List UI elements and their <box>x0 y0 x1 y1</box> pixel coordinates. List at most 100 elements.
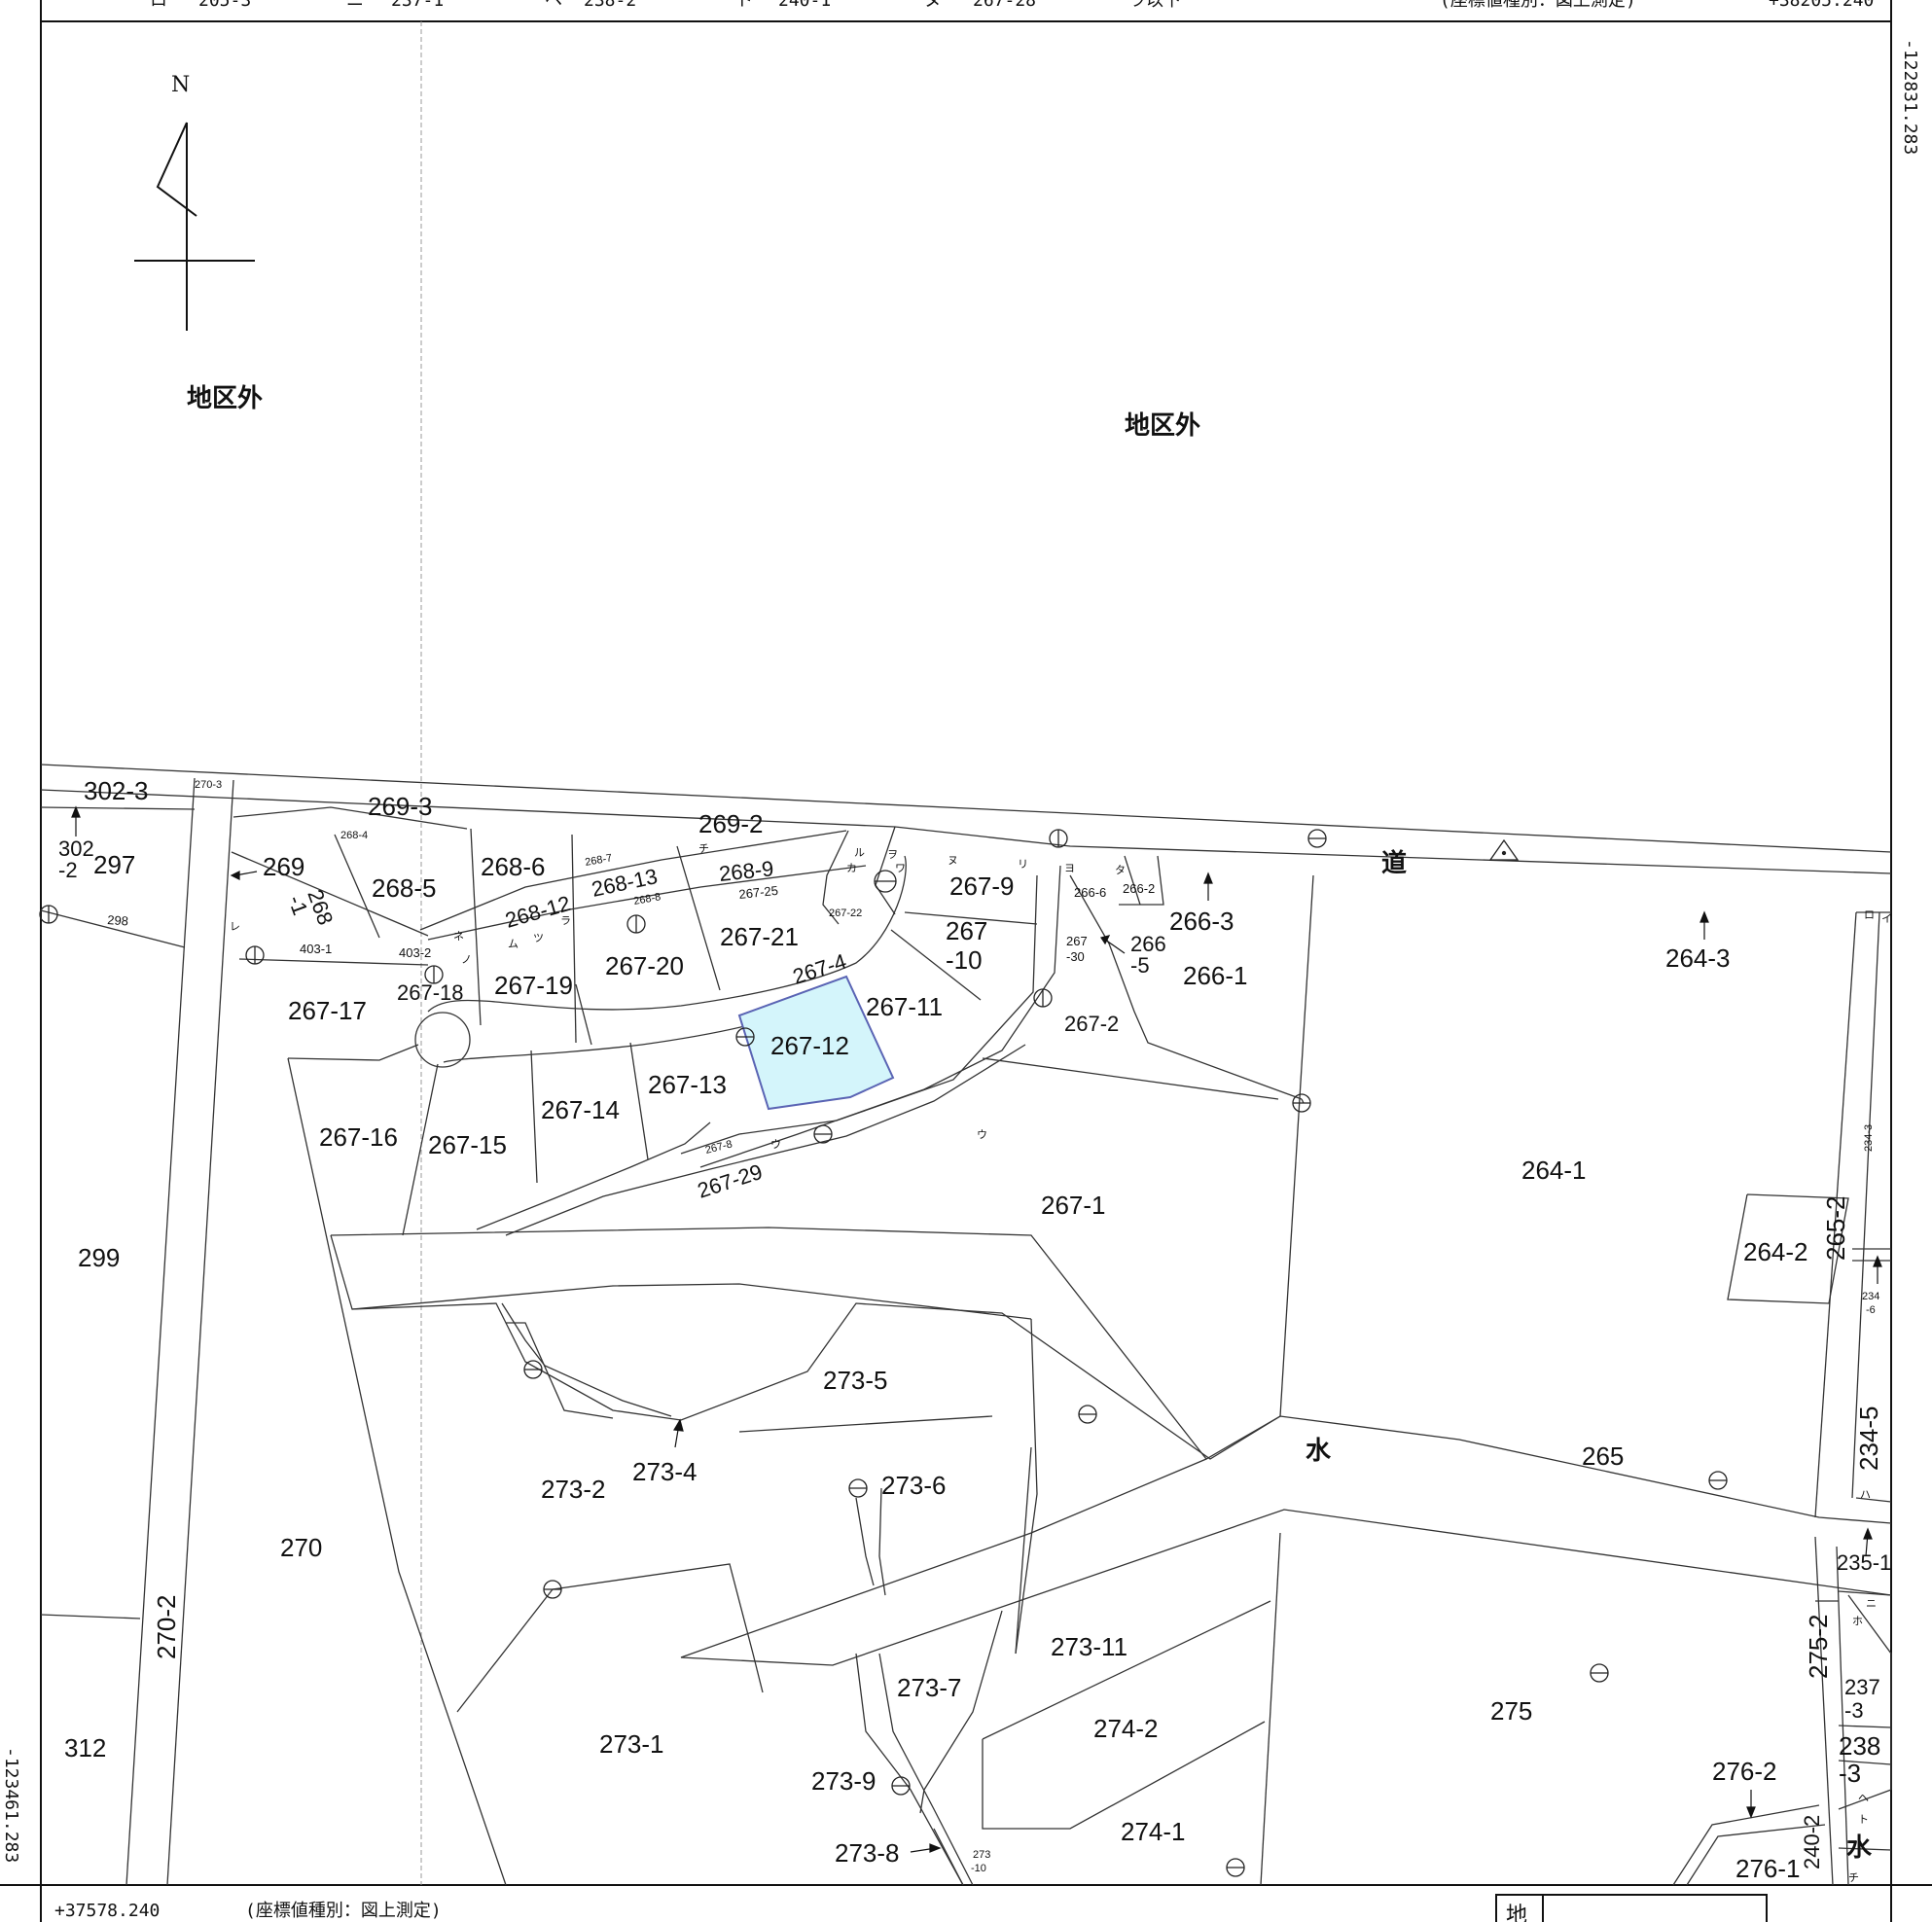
parcel-label[interactable]: 264-3 <box>1665 943 1731 973</box>
parcel-label[interactable]: 273-8 <box>835 1838 900 1868</box>
parcel-label[interactable]: -10 <box>946 945 983 975</box>
parcel-label[interactable]: 237 <box>1844 1675 1880 1699</box>
parcel-label[interactable]: 268-7 <box>584 852 613 869</box>
parcel-label[interactable]: 270-2 <box>152 1595 181 1660</box>
parcel-label[interactable]: -2 <box>58 858 78 882</box>
parcel-label[interactable]: 265 <box>1582 1442 1624 1471</box>
svg-text:240-1: 240-1 <box>778 0 831 11</box>
svg-text:ワ: ワ <box>895 863 906 874</box>
parcel-label[interactable]: 267-16 <box>319 1122 398 1152</box>
parcel-label[interactable]: 266-1 <box>1183 961 1248 990</box>
left-bottom-coordinate: -123461.283 <box>1 1747 21 1863</box>
parcel-label[interactable]: 268-8 <box>632 891 662 908</box>
parcel-label[interactable]: 275 <box>1490 1696 1532 1726</box>
svg-text:ヲ: ヲ <box>887 849 898 861</box>
parcel-label[interactable]: 274-2 <box>1093 1714 1159 1743</box>
parcel-label[interactable]: 297 <box>93 850 135 879</box>
parcel-label[interactable]: 267-22 <box>829 908 862 919</box>
parcel-label[interactable]: 235-1 <box>1837 1550 1891 1575</box>
boundary-point-marks: チ ル カ ヲ ワ ヌ リ ヨ タ レ ネ ノ ム ツ ラ ウ ロ イ ハ ニ … <box>230 842 1892 1884</box>
parcel-label[interactable]: 273-2 <box>541 1475 606 1504</box>
parcel-label[interactable]: 264-1 <box>1521 1156 1587 1185</box>
svg-text:地: 地 <box>1506 1903 1527 1922</box>
svg-text:ウ: ウ <box>977 1128 987 1141</box>
parcel-label[interactable]: 266-3 <box>1169 907 1234 936</box>
parcel-label[interactable]: 267-1 <box>1041 1191 1106 1220</box>
svg-text:ノ: ノ <box>461 954 472 966</box>
parcel-label[interactable]: 302-3 <box>84 776 149 805</box>
parcel-label[interactable]: 270-3 <box>195 779 222 791</box>
parcel-label[interactable]: 403-1 <box>300 942 332 956</box>
parcel-label[interactable]: 267-17 <box>288 996 367 1025</box>
parcel-label[interactable]: 273-9 <box>811 1766 877 1796</box>
parcel-label[interactable]: 403-2 <box>399 945 431 960</box>
parcel-label[interactable]: -5 <box>1130 953 1150 978</box>
parcel-label[interactable]: 276-1 <box>1735 1854 1801 1883</box>
parcel-label[interactable]: 273-7 <box>897 1673 962 1702</box>
parcel-label[interactable]: 240-2 <box>1800 1815 1824 1869</box>
parcel-label[interactable]: 234 <box>1862 1291 1879 1302</box>
parcel-label[interactable]: -1 <box>283 892 312 918</box>
parcel-label[interactable]: 268-4 <box>340 830 368 841</box>
parcel-label[interactable]: 273-5 <box>823 1366 888 1395</box>
parcel-label[interactable]: 302 <box>58 836 94 861</box>
parcel-label[interactable]: 312 <box>64 1733 106 1762</box>
parcel-label[interactable]: 267 <box>946 916 987 945</box>
parcel-label[interactable]: 276-2 <box>1712 1757 1777 1786</box>
svg-text:チ: チ <box>1848 1871 1859 1884</box>
parcel-label[interactable]: 273-4 <box>632 1457 698 1486</box>
parcel-label[interactable]: 267-8 <box>704 1138 733 1156</box>
parcel-label[interactable]: 234-3 <box>1863 1124 1875 1152</box>
parcel-label[interactable]: 275-2 <box>1804 1615 1833 1680</box>
parcel-label[interactable]: 267-18 <box>397 980 464 1005</box>
parcel-label[interactable]: 267-2 <box>1064 1012 1119 1036</box>
parcel-label[interactable]: 273-11 <box>1051 1632 1127 1661</box>
parcel-label[interactable]: 267-19 <box>494 971 573 1000</box>
parcel-label[interactable]: 274-1 <box>1121 1817 1186 1846</box>
parcel-label[interactable]: 265-2 <box>1821 1196 1850 1262</box>
parcel-label[interactable]: 267-14 <box>541 1095 620 1124</box>
parcel-label[interactable]: -30 <box>1066 949 1085 964</box>
parcel-label[interactable]: 267-25 <box>738 883 779 902</box>
parcel-label[interactable]: 267-9 <box>949 872 1015 901</box>
parcel-label[interactable]: 273 <box>973 1849 990 1861</box>
parcel-label[interactable]: -6 <box>1866 1304 1876 1316</box>
parcel-label[interactable]: 267 <box>1066 934 1088 948</box>
parcel-label[interactable]: 234-5 <box>1854 1406 1883 1472</box>
bottom-left-coordinate: +37578.240 <box>54 1901 160 1921</box>
parcel-label[interactable]: 270 <box>280 1533 322 1562</box>
svg-text:ネ: ネ <box>453 930 464 943</box>
highlighted-parcel-267-12[interactable] <box>737 975 895 1111</box>
svg-text:ロ: ロ <box>150 0 167 11</box>
svg-text:ニ: ニ <box>1866 1598 1877 1610</box>
parcel-label[interactable]: 238 <box>1839 1731 1880 1761</box>
parcel-label[interactable]: 268-6 <box>481 852 546 881</box>
parcel-label[interactable]: 264-2 <box>1743 1237 1808 1266</box>
parcel-label[interactable]: 266 <box>1130 932 1166 956</box>
parcel-label[interactable]: -10 <box>971 1863 986 1874</box>
svg-text:ヌ: ヌ <box>948 855 958 867</box>
parcel-label[interactable]: -3 <box>1844 1698 1864 1723</box>
parcel-label[interactable]: 269 <box>263 852 304 881</box>
parcel-label[interactable]: 298 <box>107 912 129 928</box>
parcel-label[interactable]: 299 <box>78 1243 120 1272</box>
parcel-label[interactable]: 273-6 <box>881 1471 947 1500</box>
svg-text:ヌ: ヌ <box>924 0 942 11</box>
parcel-label[interactable]: 269-3 <box>368 792 433 821</box>
parcel-labels: 302-3 270-3 269-3 269-2 302 -2 297 269 2… <box>58 776 1891 1883</box>
parcel-label[interactable]: -3 <box>1839 1759 1861 1788</box>
parcel-label[interactable]: 273-1 <box>599 1729 664 1759</box>
parcel-label[interactable]: 268-5 <box>372 873 437 903</box>
parcel-label[interactable]: 269-2 <box>698 809 764 838</box>
parcel-label[interactable]: 267-12 <box>770 1031 849 1060</box>
parcel-label[interactable]: 267-13 <box>648 1070 727 1099</box>
parcel-label[interactable]: 267-20 <box>605 951 684 980</box>
parcel-label[interactable]: 268-9 <box>718 856 775 886</box>
parcel-label[interactable]: 267-11 <box>866 992 943 1021</box>
parcel-boundaries <box>40 764 1892 1886</box>
parcel-label[interactable]: 267-15 <box>428 1130 507 1159</box>
parcel-label[interactable]: 266-2 <box>1123 881 1155 896</box>
parcel-label[interactable]: 267-21 <box>720 922 799 951</box>
parcel-label[interactable]: 266-6 <box>1074 885 1106 900</box>
